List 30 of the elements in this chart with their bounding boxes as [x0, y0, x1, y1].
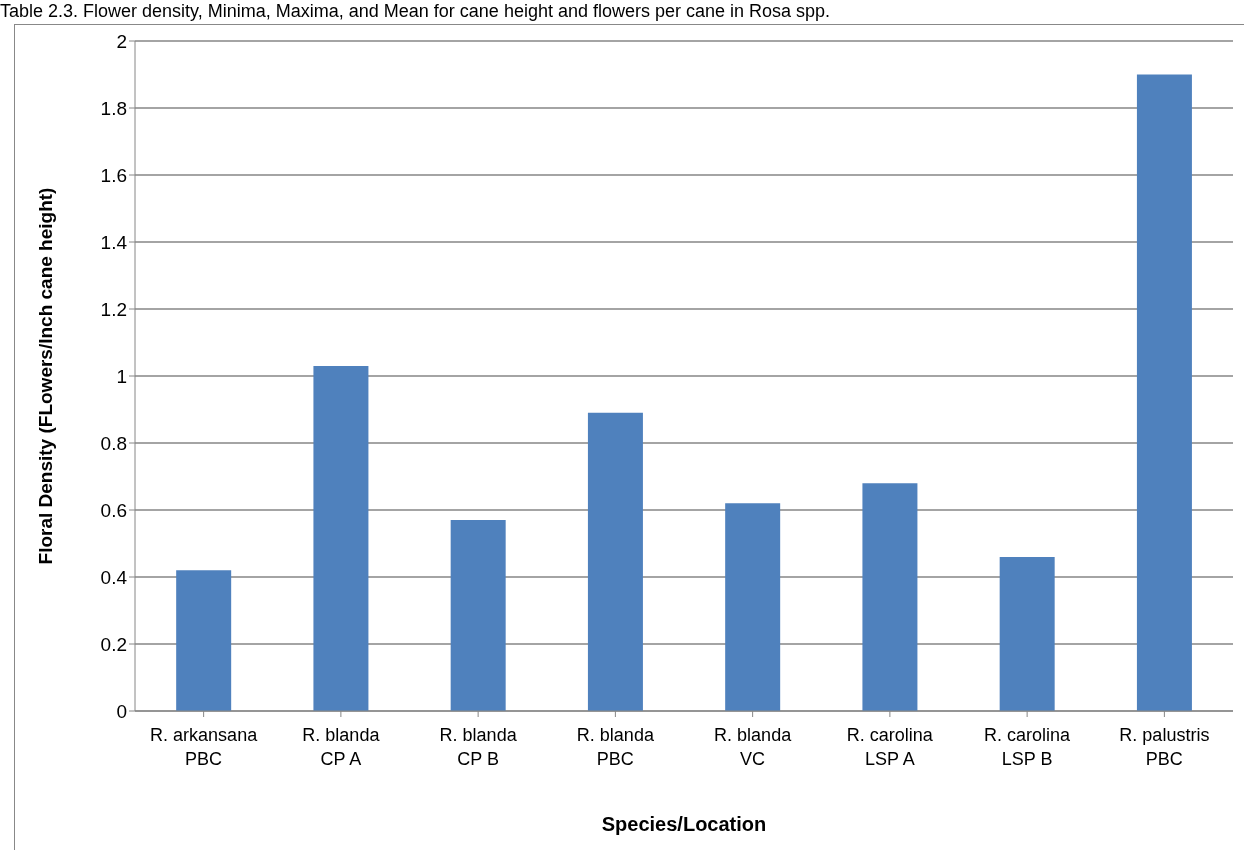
x-tick-label: R. blanda CP B: [439, 725, 518, 769]
bar: [1136, 74, 1192, 711]
y-tick-label: 1.2: [100, 298, 127, 320]
bar: [862, 483, 918, 711]
y-tick-label: 2: [116, 30, 127, 52]
bar: [176, 570, 232, 711]
y-tick-label: 0.6: [100, 499, 127, 521]
x-tick-label: R. carolina LSP A: [846, 725, 934, 769]
x-tick-label: R. blanda CP A: [302, 725, 381, 769]
chart-title: Table 2.3. Flower density, Minima, Maxima, and Mean for cane height and flowers per cane in Rosa spp.: [0, 0, 832, 22]
y-tick-label: 1.4: [100, 231, 128, 253]
x-tick-label: R. carolina LSP B: [984, 725, 1072, 769]
y-tick-label: 1: [116, 365, 127, 387]
x-tick-label: R. palustris PBC: [1119, 725, 1210, 769]
x-tick-label: R. blanda PBC: [576, 725, 655, 769]
y-tick-label: 0.8: [100, 432, 127, 454]
bar: [725, 503, 781, 711]
y-tick-label: 1.6: [100, 164, 127, 186]
x-tick-label: R. arkansana PBC: [150, 725, 259, 769]
x-tick-label: R. blanda VC: [714, 725, 793, 769]
y-tick-label: 0.2: [100, 633, 127, 655]
y-tick-label: 0: [116, 700, 127, 722]
y-tick-label: 0.4: [100, 566, 128, 588]
y-tick-label: 1.8: [100, 97, 127, 119]
bar: [313, 365, 369, 711]
bar: [450, 520, 506, 711]
bar: [999, 556, 1055, 711]
bar: [587, 412, 643, 711]
x-axis-title: Species/Location: [601, 813, 767, 835]
y-axis-title: Floral Density (FLowers/Inch cane height): [34, 187, 56, 565]
